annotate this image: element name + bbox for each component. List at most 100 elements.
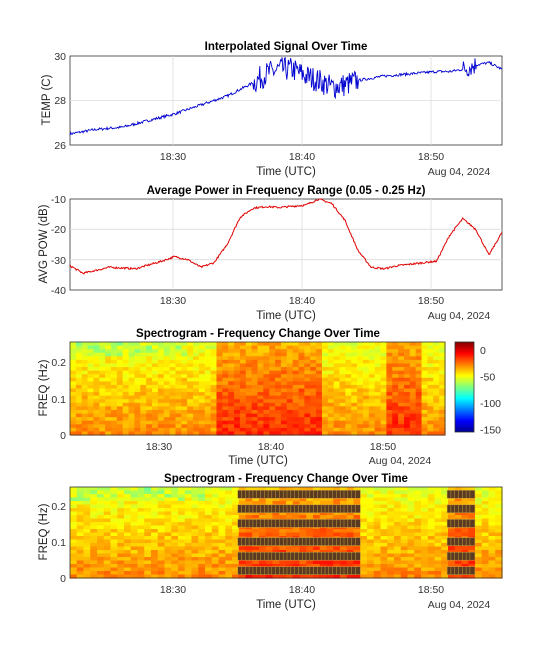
spectrogram-cell — [495, 553, 503, 558]
spectrogram-cell — [280, 345, 288, 350]
spectrogram-cell — [90, 508, 98, 513]
spectrogram-cell — [257, 342, 264, 347]
spectrogram-cell — [414, 546, 422, 551]
spectrogram-cell — [187, 363, 194, 368]
spectrogram-cell — [178, 529, 186, 534]
spectrogram-cell — [475, 494, 483, 499]
spectrogram-cell — [87, 384, 95, 390]
spectrogram-cell — [228, 395, 235, 400]
spectrogram-cell — [238, 529, 247, 534]
spectrogram-cell — [269, 413, 276, 418]
spectrogram-cell — [421, 532, 429, 537]
spectrogram-cell — [414, 571, 422, 576]
spectrogram-cell — [475, 515, 483, 520]
spectrogram-cell — [228, 409, 235, 415]
spectrogram-cell — [99, 342, 106, 347]
spectrogram-cell — [279, 574, 287, 579]
spectrogram-cell — [251, 388, 259, 393]
spectrogram-cell — [400, 518, 409, 523]
spectrogram-cell — [193, 349, 200, 354]
spectrogram-cell — [400, 564, 409, 569]
spectrogram-cell — [163, 377, 171, 382]
spectrogram-cell — [421, 417, 429, 422]
spectrogram-cell — [144, 543, 152, 548]
spectrogram-cell — [70, 417, 77, 422]
spectrogram-cell — [164, 543, 172, 548]
spectrogram-cell — [380, 424, 388, 429]
spectrogram-cell — [403, 431, 411, 436]
spectrogram-cell — [222, 374, 229, 379]
spectrogram-cell — [327, 417, 335, 422]
spectrogram-cell — [400, 557, 409, 562]
spectrogram-cell — [434, 508, 442, 513]
spectrogram-cell — [70, 352, 77, 357]
spectrogram-cell — [269, 363, 276, 368]
spectrogram-cell — [210, 381, 218, 386]
spectrogram-cell — [97, 508, 105, 513]
spectrogram-cell — [70, 560, 78, 565]
spectrogram-cell — [216, 388, 223, 393]
spectrogram-cell — [157, 546, 166, 551]
spectrogram-cell — [306, 511, 314, 516]
spectrogram-cell — [386, 342, 393, 347]
spectrogram-cell — [239, 370, 247, 375]
spectrogram-cell — [87, 363, 95, 368]
spectrogram-cell — [495, 494, 503, 499]
spectrogram-cell — [495, 550, 503, 555]
spectrogram-cell — [327, 427, 335, 433]
spectrogram-cell — [251, 399, 259, 404]
spectrogram-cell — [434, 564, 442, 569]
spectrogram-cell — [398, 370, 405, 375]
spectrogram-cell — [234, 427, 241, 433]
spectrogram-cell — [234, 395, 241, 400]
spectrogram-cell — [184, 567, 193, 572]
spectrogram-cell — [134, 356, 141, 361]
spectrogram-cell — [304, 406, 311, 411]
spectrogram-cell — [90, 525, 98, 530]
spectrogram-cell — [321, 349, 329, 354]
spectrogram-cell — [380, 363, 388, 368]
spectrogram-cell — [184, 497, 193, 502]
spectrogram-cell — [304, 427, 311, 433]
spectrogram-cell — [427, 406, 434, 411]
spectrogram-cell — [157, 494, 166, 499]
spectrogram-cell — [198, 543, 206, 548]
spectrogram-cell — [279, 501, 287, 506]
spectrogram-cell — [286, 356, 294, 361]
spectrogram-cell — [245, 420, 253, 425]
spectrogram-cell — [409, 381, 417, 386]
spectrogram-cell — [134, 395, 141, 400]
spectrogram-cell — [157, 409, 165, 415]
spectrogram-cell — [146, 367, 153, 372]
spectrogram-cell — [286, 546, 294, 551]
spectrogram-cell — [198, 574, 206, 579]
spectrogram-cell — [122, 427, 130, 433]
spectrogram-cell — [193, 359, 200, 365]
spectrogram-cell — [163, 349, 171, 354]
spectrogram-cell — [245, 487, 253, 492]
spectrogram-cell — [403, 349, 411, 354]
spectrogram-cell — [124, 543, 132, 548]
spectrogram-cell — [481, 518, 490, 523]
spectrogram-cell — [409, 359, 417, 365]
spectrogram-cell — [357, 381, 364, 386]
spectrogram-cell — [163, 359, 171, 365]
spectrogram-cell — [87, 420, 95, 425]
spectrogram-cell — [368, 427, 376, 433]
spectrogram-cell — [263, 399, 270, 404]
spectrogram-cell — [321, 395, 329, 400]
spectrogram-cell — [238, 501, 247, 506]
spectrogram-cell — [198, 522, 206, 527]
spectrogram-cell — [144, 497, 152, 502]
spectrogram-cell — [407, 515, 415, 520]
spectrogram-cell — [252, 497, 260, 502]
spectrogram-cell — [110, 543, 118, 548]
spectrogram-cell — [380, 490, 388, 495]
spectrogram-cell — [222, 342, 229, 347]
spectrogram-cell — [130, 515, 139, 520]
spectrogram-cell — [193, 388, 200, 393]
spectrogram-cell — [140, 384, 147, 390]
spectrogram-cell — [70, 557, 78, 562]
spectrogram-cell — [134, 377, 141, 382]
spectrogram-cell — [367, 560, 375, 565]
